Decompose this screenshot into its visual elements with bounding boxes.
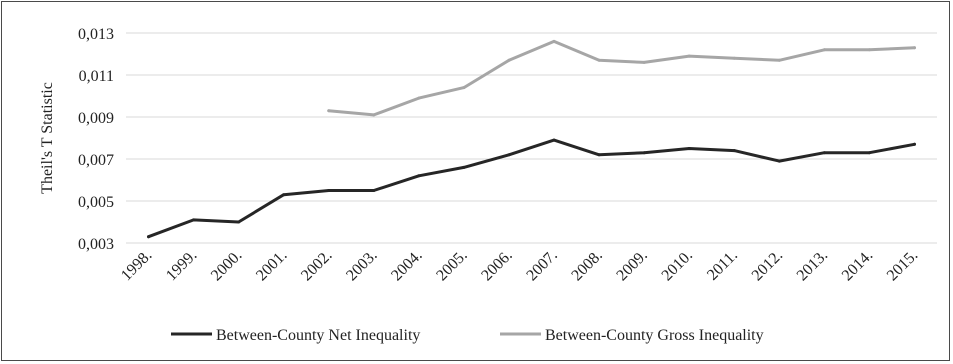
- x-tick-label: 2009.: [613, 247, 650, 284]
- y-tick-label: 0,011: [79, 68, 114, 85]
- y-tick-label: 0,007: [78, 152, 114, 169]
- data-point: [777, 159, 781, 163]
- x-tick-label: 2015.: [884, 247, 921, 284]
- data-point: [822, 151, 826, 155]
- data-point: [867, 151, 871, 155]
- x-tick-label: 2012.: [749, 247, 786, 284]
- data-point: [417, 96, 421, 100]
- data-point: [552, 39, 556, 43]
- data-point: [822, 48, 826, 52]
- series-lines: [147, 39, 916, 239]
- y-tick-label: 0,013: [78, 26, 114, 43]
- x-tick-label: 2000.: [208, 247, 245, 284]
- data-point: [192, 218, 196, 222]
- data-point: [552, 138, 556, 142]
- data-point: [732, 149, 736, 153]
- data-point: [777, 58, 781, 62]
- y-axis-title: Theil's T Statistic: [39, 82, 56, 194]
- data-point: [417, 174, 421, 178]
- x-tick-label: 2003.: [343, 247, 380, 284]
- data-point: [687, 147, 691, 150]
- x-tick-label: 2008.: [568, 247, 605, 284]
- data-point: [282, 193, 286, 197]
- series-line-1: [327, 39, 916, 117]
- series-line-0: [147, 138, 916, 239]
- x-tick-label: 2002.: [298, 247, 335, 284]
- data-point: [597, 58, 601, 62]
- x-tick-label: 2013.: [794, 247, 831, 284]
- x-tick-label: 2014.: [839, 247, 876, 284]
- data-point: [462, 165, 466, 169]
- x-tick-label: 2004.: [388, 247, 425, 284]
- data-point: [687, 54, 691, 58]
- x-axis-ticks: 1998. 1999. 2000. 2001. 2002. 2003. 2004. 2005.…: [118, 247, 921, 284]
- data-point: [372, 113, 376, 117]
- gridlines: [126, 32, 937, 244]
- x-tick-label: 2006.: [478, 247, 515, 284]
- data-point: [912, 142, 916, 146]
- data-point: [642, 60, 646, 64]
- data-point: [462, 86, 466, 90]
- x-tick-label: 1999.: [163, 247, 200, 284]
- x-tick-label: 1998.: [118, 247, 155, 284]
- x-tick-label: 2011.: [704, 247, 741, 284]
- data-point: [327, 189, 331, 192]
- data-point: [372, 189, 376, 192]
- legend-label-gross: Between-County Gross Inequality: [545, 327, 764, 344]
- data-point: [867, 48, 871, 52]
- x-tick-label: 2001.: [253, 247, 290, 284]
- x-tick-label: 2005.: [433, 247, 470, 284]
- legend-label-net: Between-County Net Inequality: [216, 327, 420, 344]
- y-tick-label: 0,005: [78, 194, 114, 211]
- data-point: [642, 151, 646, 155]
- y-tick-label: 0,009: [78, 110, 114, 127]
- data-point: [507, 58, 511, 62]
- x-tick-label: 2007.: [523, 247, 560, 284]
- data-point: [732, 56, 736, 60]
- data-point: [237, 220, 241, 224]
- data-point: [912, 46, 916, 50]
- data-point: [147, 235, 151, 239]
- y-axis-ticks: 0,003 0,005 0,007 0,009 0,011 0,013: [78, 26, 114, 253]
- x-tick-label: 2010.: [659, 247, 696, 284]
- data-point: [327, 109, 331, 113]
- y-tick-label: 0,003: [78, 236, 114, 253]
- data-point: [507, 153, 511, 157]
- data-point: [597, 153, 601, 157]
- legend: Between-County Net Inequality Between-Co…: [171, 327, 764, 344]
